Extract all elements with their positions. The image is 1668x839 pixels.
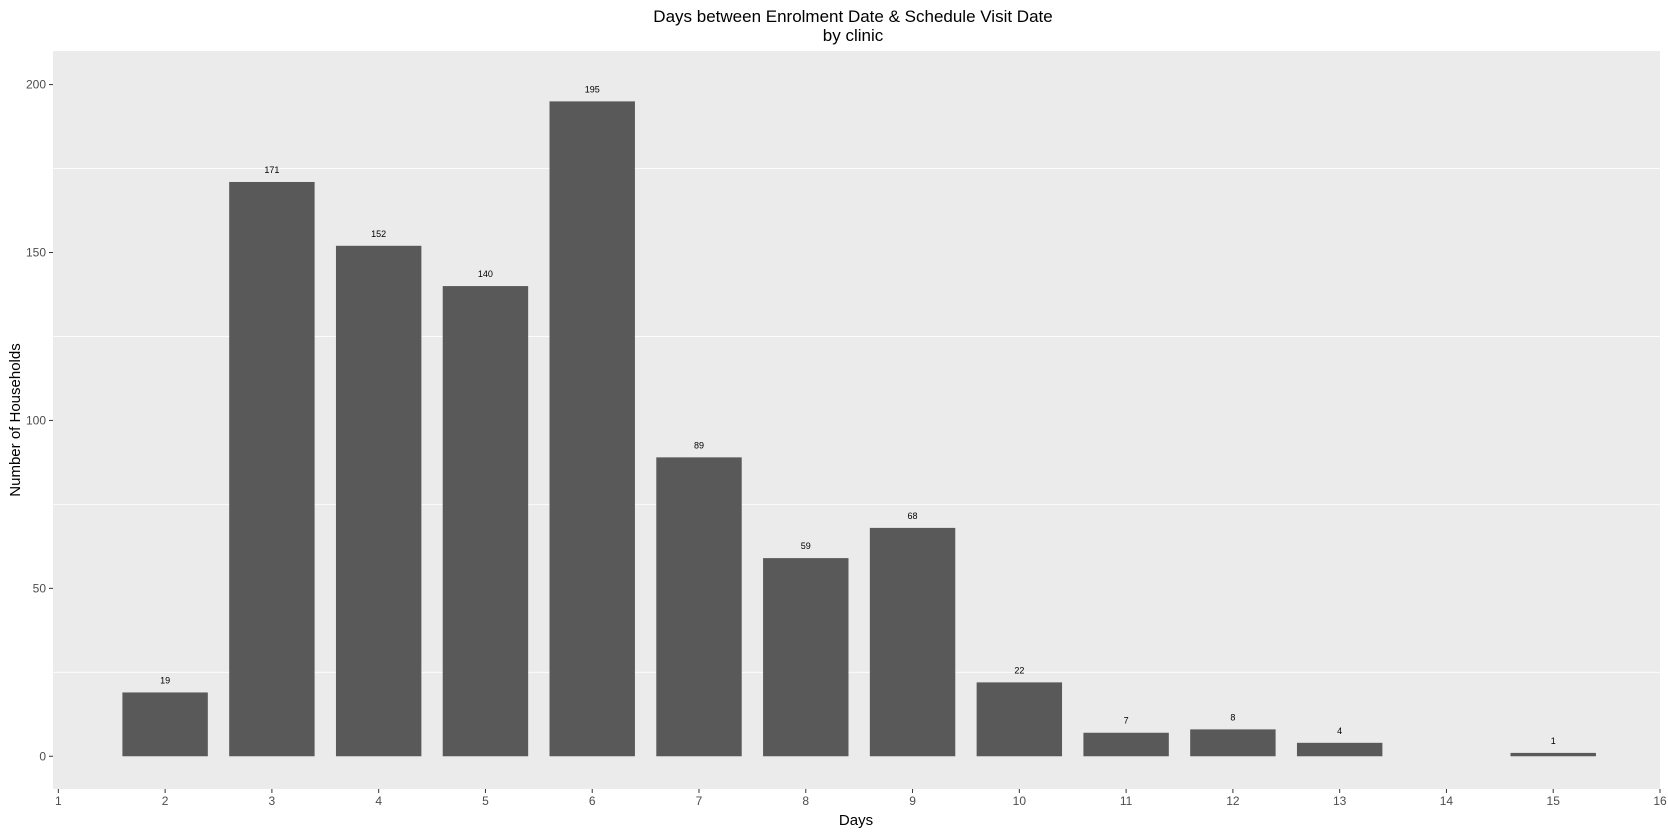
bar-labels: 19 171 152 140 195 89 59 68 22 7 8 4 1: [160, 84, 1556, 746]
x-tick-label: 13: [1333, 794, 1347, 808]
x-axis-label: Days: [839, 812, 873, 829]
bar-label-x-3: 171: [264, 165, 279, 175]
plot-panel: [53, 51, 1660, 789]
bar-x-13: [1296, 742, 1383, 757]
bar-x-7: [656, 457, 742, 757]
x-axis: 1 2 3 4 5 6 7 8 9 10 11 12 13 14 15 16: [55, 789, 1667, 808]
x-tick-label: 15: [1547, 794, 1561, 808]
x-tick-label: 16: [1653, 794, 1667, 808]
y-tick-label: 50: [33, 581, 47, 595]
bar-label-x-5: 140: [478, 269, 493, 279]
bar-label-x-13: 4: [1337, 726, 1342, 736]
x-tick-label: 5: [482, 794, 489, 808]
bar-x-9: [869, 527, 956, 757]
x-tick-label: 1: [55, 794, 62, 808]
bar-label-x-9: 68: [908, 511, 918, 521]
y-tick-label: 200: [26, 78, 46, 92]
bars: [122, 101, 1596, 757]
x-tick-label: 10: [1013, 794, 1027, 808]
y-axis: 0 50 100 150 200: [26, 78, 53, 763]
bar-x-12: [1190, 729, 1276, 757]
bar-x-10: [976, 682, 1063, 757]
bar-x-3: [229, 181, 315, 757]
chart-subtitle: by clinic: [823, 26, 884, 45]
x-tick-label: 14: [1440, 794, 1454, 808]
x-tick-label: 8: [802, 794, 809, 808]
bar-label-x-15: 1: [1551, 736, 1556, 746]
bar-label-x-10: 22: [1014, 665, 1024, 675]
bar-x-15: [1510, 752, 1596, 757]
bar-x-5: [442, 286, 529, 757]
y-tick-label: 0: [39, 749, 46, 763]
bar-label-x-4: 152: [371, 229, 386, 239]
x-tick-label: 9: [909, 794, 916, 808]
x-tick-label: 12: [1226, 794, 1240, 808]
bar-x-4: [335, 245, 422, 757]
x-tick-label: 3: [269, 794, 276, 808]
x-tick-label: 4: [375, 794, 382, 808]
bar-label-x-11: 7: [1124, 716, 1129, 726]
x-tick-label: 7: [696, 794, 703, 808]
x-tick-label: 2: [162, 794, 169, 808]
bar-label-x-7: 89: [694, 440, 704, 450]
bar-label-x-2: 19: [160, 675, 170, 685]
bar-label-x-12: 8: [1230, 712, 1235, 722]
y-axis-label: Number of Households: [7, 343, 24, 496]
bar-x-11: [1083, 732, 1169, 757]
bar-label-x-6: 195: [585, 84, 600, 94]
x-tick-label: 6: [589, 794, 596, 808]
bar-x-8: [763, 558, 849, 757]
y-tick-label: 100: [26, 413, 46, 427]
bar-x-6: [549, 101, 635, 757]
bar-x-2: [122, 692, 208, 757]
y-tick-label: 150: [26, 246, 46, 260]
minor-gridlines: [53, 168, 1660, 673]
bar-label-x-8: 59: [801, 541, 811, 551]
chart-title: Days between Enrolment Date & Schedule V…: [653, 7, 1052, 26]
x-tick-label: 11: [1120, 794, 1133, 808]
